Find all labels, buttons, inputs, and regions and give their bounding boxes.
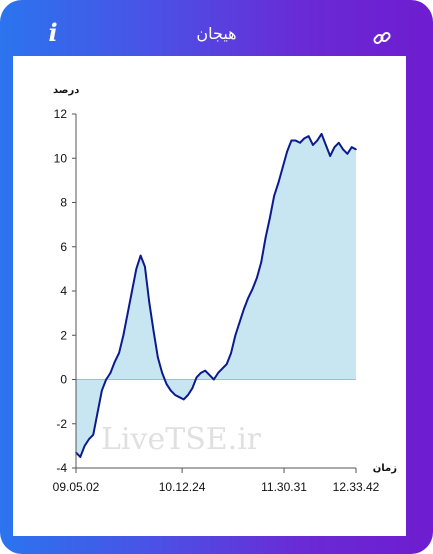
data-point <box>290 139 293 142</box>
data-point <box>316 139 319 142</box>
data-point <box>234 334 237 337</box>
data-point <box>182 398 185 401</box>
y-tick-label: 2 <box>60 328 67 342</box>
info-icon[interactable]: i <box>48 18 58 47</box>
data-point <box>118 352 120 354</box>
data-point <box>126 312 129 314</box>
header: i هیجان <box>0 0 433 60</box>
data-point <box>251 287 254 290</box>
area-layer <box>75 132 357 458</box>
data-point <box>96 411 99 414</box>
data-point <box>169 389 172 392</box>
data-point <box>342 148 344 151</box>
data-point <box>247 296 250 299</box>
data-point <box>178 396 181 399</box>
x-tick-label: 11.30.31 <box>261 480 307 494</box>
data-point <box>217 372 219 374</box>
data-point <box>139 254 142 257</box>
y-tick-label: 10 <box>54 151 68 165</box>
data-point <box>307 135 310 137</box>
data-point <box>122 334 125 337</box>
data-point <box>113 361 116 363</box>
data-point <box>109 372 112 374</box>
data-point <box>165 383 168 385</box>
page-title: هیجان <box>196 24 237 43</box>
data-point <box>329 155 331 157</box>
x-tick-label: 09.05.02 <box>53 480 100 494</box>
data-point <box>148 301 151 303</box>
data-point <box>346 153 349 155</box>
data-point <box>286 150 288 153</box>
data-point <box>135 268 138 270</box>
data-point <box>312 144 314 146</box>
y-tick-label: -4 <box>56 461 67 475</box>
data-point <box>144 265 146 268</box>
data-point <box>200 372 202 374</box>
data-point <box>256 276 258 279</box>
data-point <box>161 372 163 374</box>
data-point <box>191 387 194 390</box>
y-tick-label: 0 <box>60 373 67 387</box>
data-point <box>260 261 263 264</box>
data-point <box>277 181 280 184</box>
data-point <box>337 141 340 144</box>
y-tick-label: 6 <box>60 240 67 254</box>
data-point <box>264 237 267 239</box>
data-point <box>243 307 245 310</box>
data-point <box>92 434 95 436</box>
data-point <box>333 146 336 148</box>
data-point <box>355 148 357 151</box>
data-point <box>281 166 284 168</box>
series-line <box>75 132 357 458</box>
link-icon[interactable] <box>372 28 392 48</box>
data-point <box>101 389 103 392</box>
data-point <box>230 352 232 354</box>
chart-panel: -4 -2 0 2 4 6 8 10 12 09.05.02 10.12.24 11.30.31 12.… <box>13 56 406 536</box>
data-point <box>350 146 353 148</box>
data-point <box>208 374 211 376</box>
x-tick-label: 10.12.24 <box>159 480 206 494</box>
data-point <box>79 456 82 458</box>
watermark: LiveTSE.ir <box>101 422 262 457</box>
y-axis-title: درصد <box>53 85 79 96</box>
data-point <box>83 445 86 447</box>
data-point <box>187 394 189 396</box>
y-tick-label: -2 <box>56 417 67 431</box>
data-point <box>105 378 107 381</box>
data-point <box>303 137 306 140</box>
data-point <box>204 369 207 372</box>
data-point <box>174 394 176 396</box>
data-point <box>213 378 215 381</box>
data-point <box>157 356 159 359</box>
data-point <box>325 144 327 146</box>
data-point <box>221 367 224 370</box>
y-tick-label: 4 <box>60 284 67 298</box>
data-point <box>131 290 133 292</box>
y-tick-label: 8 <box>60 196 67 210</box>
x-axis-title: زمان <box>373 463 397 474</box>
axes-layer: -4 -2 0 2 4 6 8 10 12 09.05.02 10.12.24 11.30.31 12.… <box>53 107 380 494</box>
series-area-fill <box>76 133 356 457</box>
y-tick-label: 12 <box>54 107 68 121</box>
data-point <box>294 139 297 142</box>
data-point <box>269 217 271 219</box>
data-point <box>273 195 275 197</box>
data-point <box>299 141 301 144</box>
data-point <box>320 133 323 135</box>
data-point <box>152 330 155 332</box>
x-tick-label: 12.33.42 <box>333 480 380 494</box>
data-point <box>225 363 228 365</box>
data-point <box>88 438 90 441</box>
chart: -4 -2 0 2 4 6 8 10 12 09.05.02 10.12.24 11.30.31 12.… <box>53 85 398 494</box>
data-point <box>238 321 241 323</box>
data-point <box>195 376 198 379</box>
